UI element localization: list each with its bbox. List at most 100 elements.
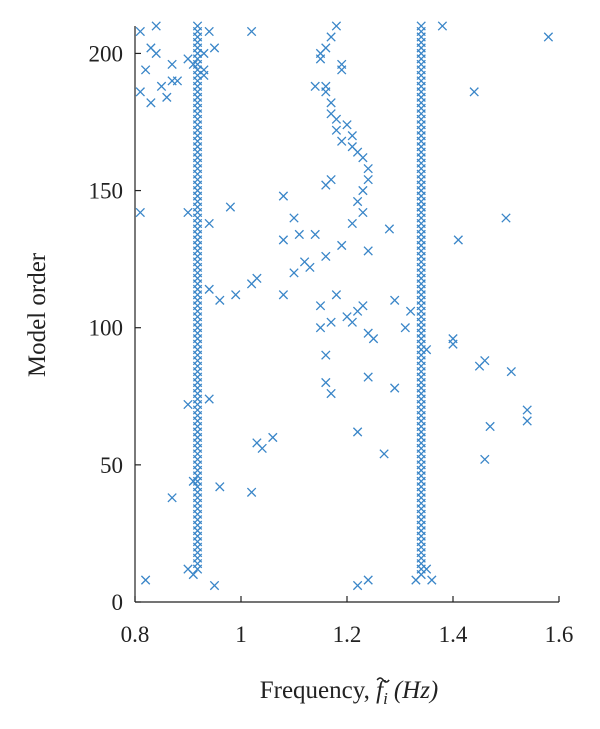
- data-point: [140, 65, 151, 75]
- data-point: [326, 317, 336, 327]
- x-axis-label-symbol: f: [376, 677, 386, 704]
- data-point: [522, 416, 532, 426]
- data-point: [363, 174, 373, 185]
- data-point: [321, 377, 331, 388]
- data-point: [363, 372, 373, 382]
- y-axis-label: Model order: [24, 252, 51, 377]
- data-point: [368, 334, 379, 344]
- data-point: [416, 202, 426, 212]
- data-points: [135, 21, 554, 591]
- data-point: [400, 323, 410, 333]
- data-point: [411, 575, 421, 585]
- data-point: [352, 580, 363, 591]
- data-point: [390, 295, 400, 305]
- data-point: [352, 196, 363, 207]
- x-tick-label: 1.2: [333, 622, 362, 647]
- data-point: [485, 421, 495, 432]
- data-point: [310, 81, 320, 92]
- data-point: [358, 301, 368, 311]
- data-point: [278, 191, 289, 201]
- y-tick-label: 0: [112, 590, 124, 615]
- x-ticks: 0.8 1 1.2 1.4 1.6: [121, 596, 574, 647]
- data-point: [209, 580, 220, 591]
- x-tick-label: 1.4: [439, 622, 468, 647]
- data-point: [305, 262, 315, 273]
- data-point: [337, 240, 347, 251]
- data-point: [183, 207, 193, 218]
- data-point: [167, 59, 177, 70]
- data-point: [342, 120, 352, 130]
- data-point: [347, 131, 357, 141]
- data-point: [162, 92, 172, 102]
- data-point: [448, 339, 458, 349]
- data-point: [522, 405, 532, 415]
- data-point: [315, 323, 326, 333]
- data-point: [135, 26, 145, 37]
- data-point: [204, 284, 214, 294]
- data-point: [188, 476, 198, 486]
- data-point: [204, 218, 214, 229]
- data-point: [289, 268, 299, 278]
- data-point: [146, 98, 156, 108]
- data-point: [199, 48, 209, 59]
- data-point: [363, 575, 373, 585]
- y-tick-label: 150: [89, 179, 124, 204]
- data-point: [192, 21, 203, 31]
- data-point: [231, 290, 241, 300]
- data-point: [480, 355, 490, 366]
- data-point: [480, 454, 490, 465]
- x-tick-label: 0.8: [121, 622, 150, 647]
- data-point: [331, 290, 342, 300]
- x-axis-label: Frequency, fi (Hz): [260, 677, 439, 708]
- axes: 0.8 1 1.2 1.4 1.6 0 50 100 150 200: [89, 26, 574, 647]
- data-point: [390, 383, 400, 393]
- data-point: [326, 98, 336, 108]
- data-point: [326, 32, 336, 42]
- data-point: [321, 251, 331, 262]
- data-point: [379, 449, 389, 459]
- data-point: [506, 366, 516, 377]
- data-point: [140, 575, 151, 585]
- data-point: [384, 224, 395, 234]
- data-point: [199, 65, 209, 75]
- y-tick-label: 50: [100, 453, 123, 478]
- data-point: [156, 81, 167, 92]
- data-point: [225, 202, 236, 212]
- x-tick-label: 1: [235, 622, 247, 647]
- data-point: [321, 87, 331, 97]
- tilde-accent: [376, 677, 390, 683]
- data-point: [358, 152, 368, 163]
- data-point: [135, 207, 145, 218]
- data-point: [352, 427, 363, 437]
- data-point: [268, 432, 278, 443]
- data-point: [501, 213, 511, 223]
- data-point: [358, 185, 368, 196]
- y-ticks: 0 50 100 150 200: [89, 41, 141, 615]
- x-tick-label: 1.6: [545, 622, 574, 647]
- data-point: [183, 399, 193, 410]
- data-point: [278, 235, 289, 245]
- data-point: [188, 569, 198, 580]
- data-point: [331, 125, 342, 135]
- data-point: [289, 213, 299, 223]
- data-point: [315, 48, 326, 59]
- data-point: [427, 575, 437, 585]
- data-point: [215, 482, 225, 492]
- data-point: [421, 344, 432, 355]
- data-point: [337, 65, 347, 75]
- data-point: [337, 136, 347, 146]
- data-point: [347, 218, 357, 229]
- data-point: [416, 21, 426, 31]
- data-point: [167, 493, 177, 503]
- data-point: [315, 301, 326, 311]
- x-axis-label-subscript: i: [383, 689, 388, 708]
- x-axis-label-unit: (Hz): [394, 677, 438, 704]
- data-point: [188, 59, 198, 70]
- data-point: [135, 87, 145, 97]
- data-point: [252, 273, 262, 284]
- x-axis-label-prefix: Frequency,: [260, 677, 376, 704]
- data-point: [151, 48, 161, 59]
- data-point: [405, 306, 416, 316]
- data-point: [257, 443, 267, 454]
- data-point: [151, 21, 161, 31]
